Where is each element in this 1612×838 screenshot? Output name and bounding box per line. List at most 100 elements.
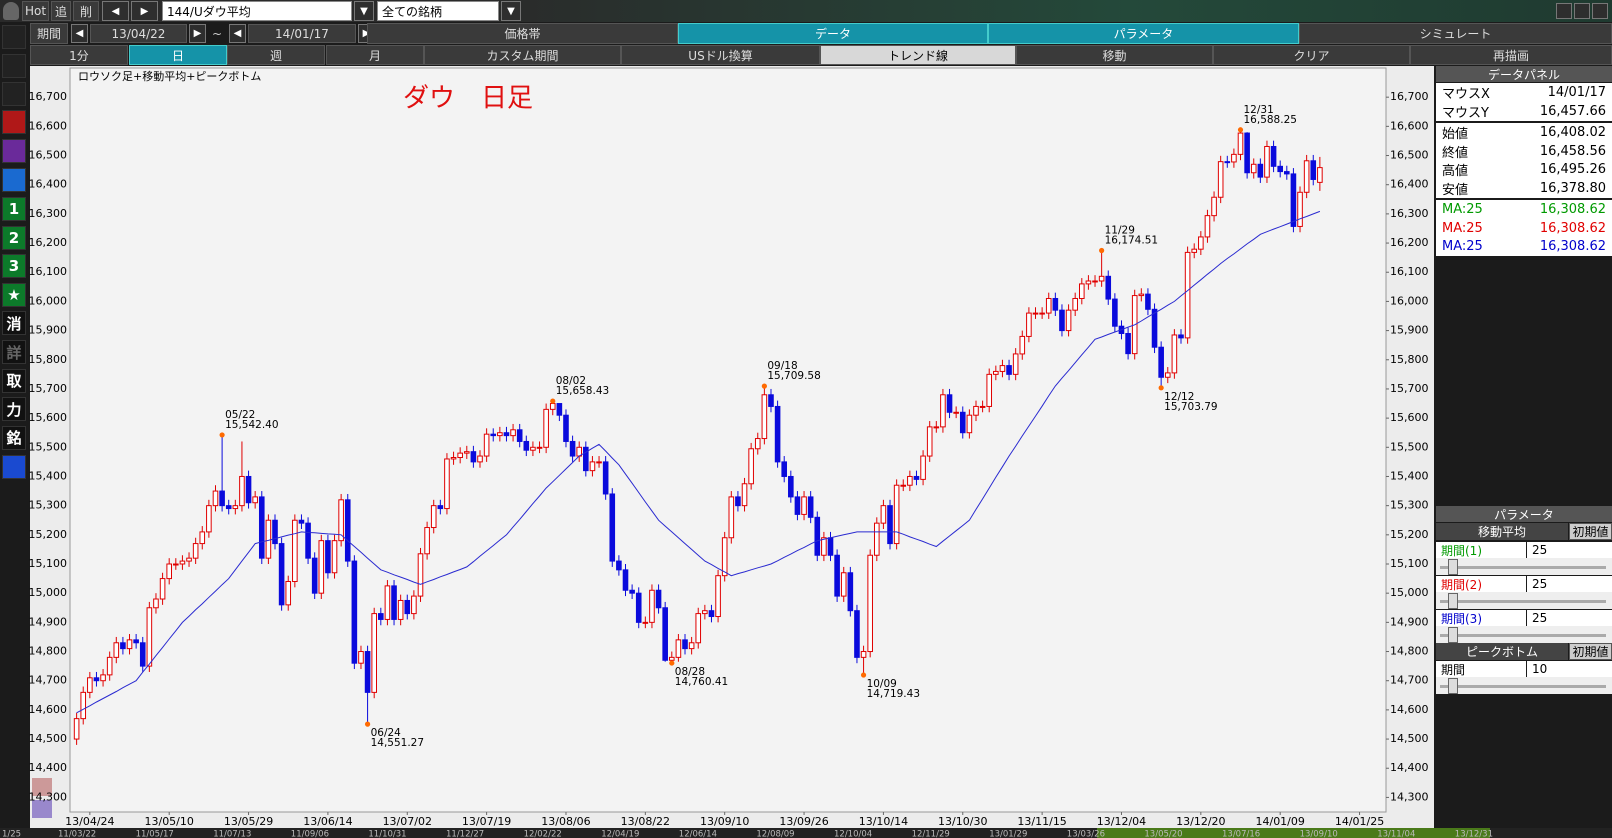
candle-body (411, 595, 417, 615)
slider-thumb[interactable] (1448, 559, 1458, 575)
icon[interactable] (32, 800, 52, 818)
candle-body (219, 490, 225, 507)
candle-body (1085, 280, 1092, 285)
side-button[interactable]: 詳 (2, 340, 26, 364)
y-tick-label: 14,300 (29, 790, 68, 803)
maximize[interactable] (1574, 3, 1590, 19)
navigator[interactable] (0, 828, 1612, 838)
candle-body (609, 493, 616, 562)
param-value[interactable]: 25 (1527, 610, 1612, 626)
panel-label: MA:25 (1442, 239, 1483, 254)
x-tick-label: 13/12/20 (1176, 815, 1225, 828)
slider-thumb[interactable] (1448, 593, 1458, 609)
candle-body (781, 461, 788, 477)
panel-title: データパネル (1436, 66, 1612, 82)
reset[interactable]: 初期値 (1569, 643, 1612, 660)
tab[interactable]: パラメータ (988, 23, 1299, 44)
param-value[interactable]: 25 (1527, 576, 1612, 592)
tool-button[interactable]: クリア (1213, 45, 1410, 65)
candle-body (470, 451, 477, 463)
candle-body (688, 642, 695, 650)
tool-button[interactable]: カスタム期間 (424, 45, 621, 65)
prev-button[interactable]: ◀ (102, 1, 129, 21)
next-button[interactable]: ▶ (131, 1, 158, 21)
param-value[interactable]: 10 (1527, 661, 1612, 677)
bulb-icon[interactable] (3, 2, 19, 20)
start-date[interactable]: 13/04/22 (90, 24, 187, 43)
tool-button[interactable]: 再描画 (1410, 45, 1612, 65)
side-button[interactable]: ★ (2, 282, 26, 307)
candle-body (1072, 297, 1078, 311)
tool-icon[interactable] (2, 25, 26, 49)
candle-body (371, 613, 378, 693)
tool-icon[interactable] (2, 110, 26, 134)
candle-body (483, 433, 490, 457)
tab[interactable]: データ (678, 23, 988, 44)
y-tick-label: 16,400 (1390, 178, 1429, 191)
panel-value: 16,378.80 (1539, 180, 1606, 196)
side-button[interactable]: 銘 (2, 425, 26, 450)
icon[interactable] (32, 778, 52, 796)
prev[interactable]: ◀ (229, 24, 246, 43)
candle-body (1019, 335, 1026, 355)
candle-body (953, 411, 959, 414)
candle-body (854, 610, 860, 658)
hot-button[interactable]: Hot (22, 1, 49, 21)
dropdown[interactable]: ▼ (501, 1, 521, 21)
side-button[interactable]: 1 (2, 197, 26, 221)
navigator-date: 11/07/13 (213, 830, 251, 838)
candle-body (510, 429, 516, 437)
symbol-select[interactable]: 144/Uダウ平均 (162, 1, 352, 21)
candle-body (1105, 275, 1112, 300)
param-value[interactable]: 25 (1527, 542, 1612, 558)
y-tick-label: 15,200 (29, 528, 68, 541)
tool-button[interactable]: 1分 (30, 45, 128, 65)
candle-body (682, 639, 688, 650)
next[interactable]: ▶ (189, 24, 206, 43)
tool-icon[interactable] (2, 139, 26, 163)
candle-body (252, 496, 258, 504)
side-button[interactable]: 2 (2, 225, 26, 250)
navigator-date: 13/07/16 (1222, 830, 1260, 838)
dropdown[interactable]: ▼ (354, 1, 374, 21)
tool-icon[interactable] (2, 54, 26, 78)
navigator-window[interactable] (1097, 828, 1490, 838)
peak-value: 14,551.27 (371, 737, 424, 749)
slider-thumb[interactable] (1448, 627, 1458, 643)
add-button[interactable]: 追 (51, 1, 71, 21)
reset[interactable]: 初期値 (1569, 523, 1612, 540)
candle-body (695, 613, 702, 644)
tab[interactable]: シミュレート (1299, 23, 1612, 44)
side-button[interactable]: 消 (2, 311, 26, 336)
y-tick-label: 16,700 (1390, 90, 1429, 103)
side-button[interactable]: 3 (2, 254, 26, 279)
tool-button[interactable]: トレンド線 (820, 45, 1016, 65)
candle-body (384, 585, 391, 620)
tool-button[interactable]: 日 (129, 45, 227, 65)
navigator-date: 13/05/20 (1144, 830, 1182, 838)
candle-body (794, 496, 801, 515)
delete-button[interactable]: 削 (73, 1, 99, 21)
end-date[interactable]: 14/01/17 (248, 24, 356, 43)
tab[interactable]: 価格帯 (367, 23, 678, 44)
candle-body (702, 610, 708, 615)
candle-body (1039, 312, 1045, 315)
settings[interactable] (2, 455, 26, 479)
side-button[interactable]: 力 (2, 397, 26, 422)
candle-body (735, 496, 741, 507)
navigator-date: 12/08/09 (756, 830, 794, 838)
tool-button[interactable]: 移動 (1016, 45, 1213, 65)
prev[interactable]: ◀ (71, 24, 88, 43)
tool-button[interactable]: 月 (326, 45, 424, 65)
y-tick-label: 16,000 (29, 294, 68, 307)
candle-body (1244, 132, 1250, 174)
tool-icon[interactable] (2, 82, 26, 106)
close[interactable] (1592, 3, 1608, 19)
minimize[interactable] (1556, 3, 1572, 19)
tool-button[interactable]: USドル換算 (621, 45, 820, 65)
side-button[interactable]: 取 (2, 368, 26, 393)
group-select[interactable]: 全ての銘柄 (377, 1, 499, 21)
slider-thumb[interactable] (1448, 678, 1458, 694)
tool-icon[interactable] (2, 168, 26, 192)
tool-button[interactable]: 週 (227, 45, 325, 65)
